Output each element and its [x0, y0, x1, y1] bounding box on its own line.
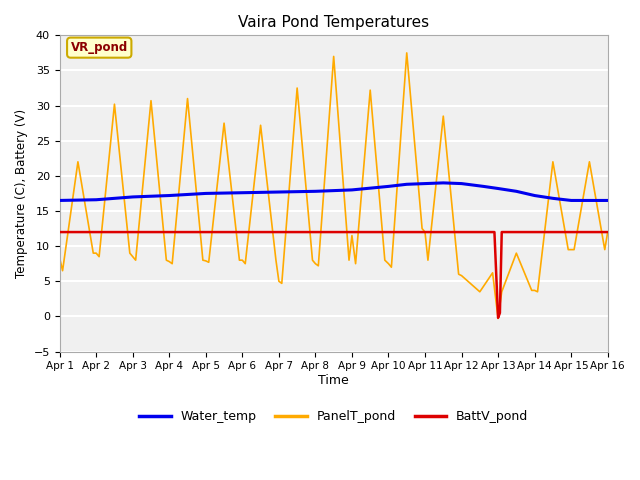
Legend: Water_temp, PanelT_pond, BattV_pond: Water_temp, PanelT_pond, BattV_pond — [134, 405, 533, 428]
Text: VR_pond: VR_pond — [70, 41, 128, 54]
Y-axis label: Temperature (C), Battery (V): Temperature (C), Battery (V) — [15, 109, 28, 278]
Title: Vaira Pond Temperatures: Vaira Pond Temperatures — [238, 15, 429, 30]
X-axis label: Time: Time — [318, 374, 349, 387]
